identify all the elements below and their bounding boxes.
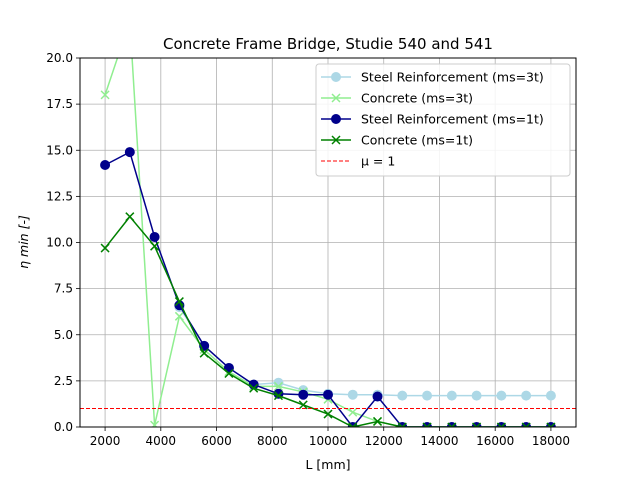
series-container <box>100 58 556 427</box>
legend-entry: Steel Reinforcement (ms=3t) <box>321 70 544 85</box>
x-axis-ticks: 2000 4000 6000 8000 10000 12000 14000 16000 1800… <box>90 427 570 448</box>
data-point <box>348 407 358 417</box>
legend-label: Steel Reinforcement (ms=1t) <box>361 112 544 127</box>
y-tick-label: 20.0 <box>46 51 73 65</box>
plot-area <box>80 58 576 427</box>
data-point <box>521 390 532 401</box>
data-point <box>496 390 507 401</box>
x-tick-label: 8000 <box>257 434 288 448</box>
legend-label: Concrete (ms=3t) <box>361 91 473 106</box>
data-point <box>100 160 111 171</box>
y-tick-label: 5.0 <box>54 328 73 342</box>
data-point <box>521 422 531 427</box>
legend-marker <box>331 135 341 145</box>
data-point <box>422 422 432 427</box>
data-point <box>372 391 383 402</box>
data-point <box>496 422 507 427</box>
data-point <box>125 212 135 222</box>
data-point <box>150 241 160 251</box>
series-4 <box>100 212 556 427</box>
data-point <box>298 389 309 400</box>
legend-entry: Steel Reinforcement (ms=1t) <box>321 112 544 127</box>
y-tick-label: 7.5 <box>54 282 73 296</box>
y-tick-label: 15.0 <box>46 143 73 157</box>
data-point <box>149 231 160 242</box>
data-point <box>545 390 556 401</box>
y-tick-label: 0.0 <box>54 420 73 434</box>
data-point <box>199 348 209 358</box>
legend-box <box>315 63 571 177</box>
data-point <box>471 390 482 401</box>
legend-marker <box>331 114 341 124</box>
x-tick-label: 4000 <box>146 434 177 448</box>
data-point <box>273 381 283 391</box>
legend-entry: μ = 1 <box>321 154 395 169</box>
data-point <box>174 297 184 307</box>
data-point <box>174 311 184 321</box>
data-point <box>521 422 532 427</box>
y-tick-label: 17.5 <box>46 97 73 111</box>
data-point <box>298 400 308 410</box>
legend: Steel Reinforcement (ms=3t) Concrete (ms=… <box>315 63 571 177</box>
legend-marker <box>331 93 341 103</box>
x-tick-label: 16000 <box>476 434 514 448</box>
data-point <box>447 422 457 427</box>
data-point <box>249 383 259 393</box>
data-point <box>446 422 457 427</box>
x-tick-label: 10000 <box>309 434 347 448</box>
data-point <box>372 416 383 426</box>
legend-entry: Concrete (ms=1t) <box>321 133 473 148</box>
y-axis-label: η min [-] <box>16 215 31 269</box>
legend-label: μ = 1 <box>361 154 395 169</box>
data-point <box>347 389 358 400</box>
data-point <box>397 422 407 427</box>
data-point <box>323 389 333 400</box>
x-tick-label: 14000 <box>420 434 458 448</box>
x-axis-label: L [mm] <box>305 457 350 472</box>
data-point <box>546 422 556 427</box>
data-point <box>100 90 110 100</box>
data-point <box>472 422 482 427</box>
data-point <box>496 422 506 427</box>
data-point <box>273 391 283 401</box>
plot-frame <box>79 57 577 428</box>
data-point <box>124 147 135 158</box>
x-tick-label: 18000 <box>532 434 570 448</box>
data-point <box>545 422 556 427</box>
y-tick-label: 2.5 <box>54 374 73 388</box>
y-tick-label: 10.0 <box>46 236 73 250</box>
data-point <box>100 243 110 253</box>
data-point <box>150 420 160 427</box>
data-point <box>323 409 333 419</box>
data-point <box>446 390 457 401</box>
data-point <box>224 368 234 379</box>
data-point <box>422 422 433 427</box>
chart-title: Concrete Frame Bridge, Studie 540 and 54… <box>163 35 493 53</box>
data-point <box>422 390 433 401</box>
data-point <box>348 422 358 427</box>
legend-entry: Concrete (ms=3t) <box>321 91 473 106</box>
x-tick-label: 2000 <box>90 434 121 448</box>
data-point <box>397 390 408 401</box>
legend-marker <box>331 72 341 82</box>
x-tick-label: 12000 <box>365 434 403 448</box>
legend-label: Steel Reinforcement (ms=3t) <box>361 70 544 85</box>
legend-label: Concrete (ms=1t) <box>361 133 473 148</box>
y-tick-label: 12.5 <box>46 189 73 203</box>
data-point <box>471 422 482 427</box>
x-tick-label: 6000 <box>201 434 232 448</box>
y-axis-ticks: 0.0 2.5 5.0 7.5 10.0 12.5 15.0 17.5 20.0 <box>46 51 80 434</box>
